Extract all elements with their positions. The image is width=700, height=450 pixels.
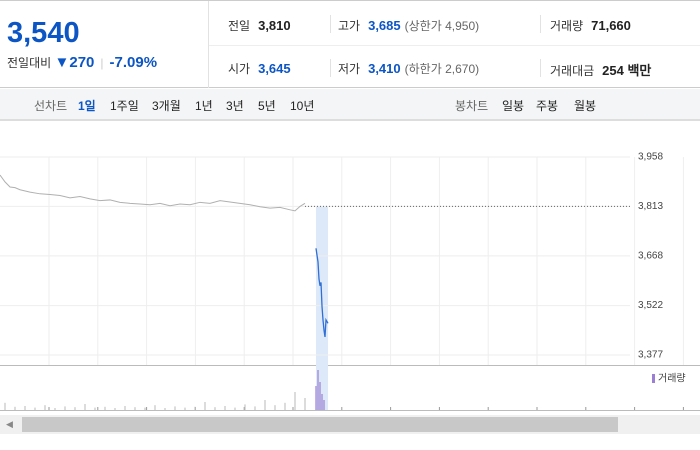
volume-bar — [284, 402, 286, 410]
volume-bar — [304, 398, 306, 410]
scroll-thumb[interactable] — [22, 417, 618, 432]
volume-bar — [214, 407, 216, 410]
volume-bar — [194, 406, 196, 410]
volume-bar — [224, 406, 226, 410]
stat-label: 저가 — [338, 62, 361, 76]
volume-bar — [84, 404, 86, 410]
volume-bar — [323, 400, 325, 410]
stat-label: 시가 — [228, 62, 251, 76]
price-line — [0, 174, 306, 212]
volume-bar — [14, 406, 16, 410]
volume-bar — [274, 405, 276, 410]
tab[interactable]: 3개월 — [152, 99, 181, 113]
stat: 거래대금 254 백만 — [550, 60, 651, 79]
stat-label: 거래대금 — [550, 64, 595, 78]
tab[interactable]: 1일 — [78, 99, 96, 113]
volume-bar — [64, 406, 66, 410]
legend-swatch — [652, 374, 655, 383]
volume-bar — [104, 406, 106, 410]
tab-group-label: 선차트 — [34, 99, 68, 113]
tab[interactable]: 3년 — [226, 99, 244, 113]
stat-extra: (상한가 4,950) — [404, 19, 480, 33]
volume-bar — [244, 404, 246, 410]
tab[interactable]: 5년 — [258, 99, 276, 113]
stat-value: 3,685 — [368, 18, 401, 33]
chart: 3,958 3,813 3,668 3,522 3,377 거래량 — [0, 120, 700, 411]
tab[interactable]: 월봉 — [574, 99, 597, 113]
tab-bar: 선차트 봉차트 1일 1주일 3개월 1년 3년 5년 10년 일봉 주봉 월봉 — [0, 89, 700, 120]
stat-value: 3,645 — [258, 61, 291, 76]
volume-bar — [294, 392, 296, 410]
stat-extra: (하한가 2,670) — [404, 62, 480, 76]
volume-bar — [144, 407, 146, 410]
stat: 거래량 71,660 — [550, 17, 631, 34]
tab[interactable]: 1년 — [195, 99, 213, 113]
volume-bar — [254, 406, 256, 410]
price-line — [315, 248, 329, 338]
volume-bar — [114, 408, 116, 410]
tab-group-label: 봉차트 — [455, 99, 489, 113]
stat-value: 3,410 — [368, 61, 401, 76]
y-tick-label: 3,958 — [638, 152, 663, 163]
volume-bar — [234, 407, 236, 410]
volume-bar — [164, 408, 166, 410]
tab[interactable]: 주봉 — [536, 99, 559, 113]
volume-bar — [154, 405, 156, 410]
change-value: 270 — [69, 54, 95, 71]
volume-bar — [184, 407, 186, 410]
volume-bar — [74, 407, 76, 410]
volume-bar — [321, 394, 323, 410]
tab[interactable]: 1주일 — [110, 99, 139, 113]
volume-bar — [124, 406, 126, 410]
scrollbar[interactable]: ◀ — [0, 415, 700, 434]
volume-bar — [174, 406, 176, 410]
stat-label: 거래량 — [550, 19, 584, 33]
volume-bar — [4, 402, 6, 410]
stat-value: 71,660 — [591, 18, 631, 33]
y-tick-label: 3,377 — [638, 350, 663, 361]
volume-bar — [34, 407, 36, 410]
volume-bar — [317, 370, 319, 410]
volume-bar — [24, 406, 26, 410]
volume-bar — [44, 405, 46, 410]
volume-bar — [204, 402, 206, 410]
volume-bar — [315, 386, 317, 410]
stat-value: 3,810 — [258, 18, 291, 33]
stat-label: 전일 — [228, 19, 251, 33]
stat: 저가 3,410 (하한가 2,670) — [338, 60, 479, 77]
volume-bar — [264, 400, 266, 410]
stat: 전일 3,810 — [228, 17, 291, 34]
volume-bar — [134, 407, 136, 410]
tab[interactable]: 일봉 — [502, 99, 525, 113]
change-pct: -7.09% — [109, 54, 158, 71]
y-tick-label: 3,813 — [638, 201, 663, 212]
price: 3,540 — [7, 17, 80, 49]
legend-label: 거래량 — [658, 373, 686, 385]
stat: 고가 3,685 (상한가 4,950) — [338, 17, 479, 34]
volume-bar — [94, 407, 96, 410]
volume-bar — [319, 382, 321, 410]
volume-bar — [54, 408, 56, 410]
change: 전일대비 ▼270 | -7.09% — [7, 54, 158, 71]
change-label: 전일대비 — [7, 56, 52, 70]
y-tick-label: 3,522 — [638, 300, 663, 311]
tab[interactable]: 10년 — [290, 99, 315, 113]
stat-value: 254 백만 — [602, 63, 652, 78]
stat-label: 고가 — [338, 19, 361, 33]
y-tick-label: 3,668 — [638, 250, 663, 261]
stat: 시가 3,645 — [228, 60, 291, 77]
summary: 3,540 전일대비 ▼270 | -7.09% 전일 3,810 고가 3,685 (상… — [0, 0, 700, 88]
